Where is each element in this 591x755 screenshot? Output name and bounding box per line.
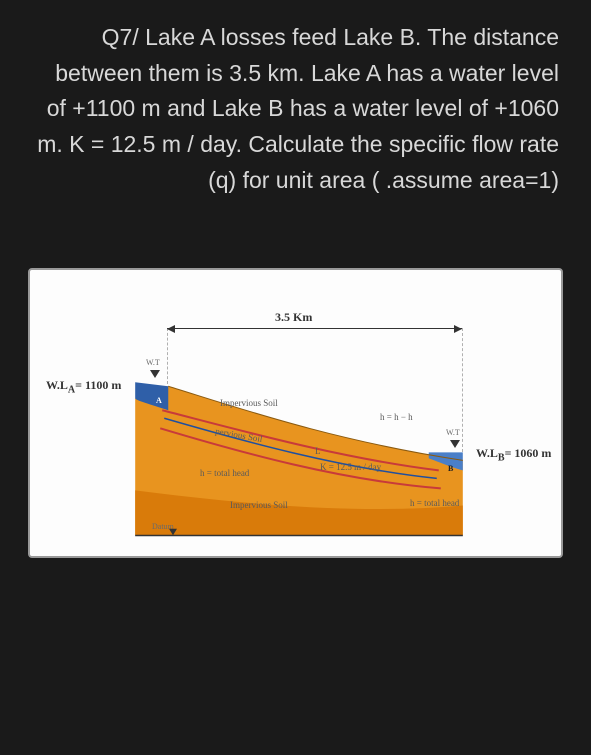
dim-dash-right bbox=[462, 328, 463, 452]
dim-dash-left bbox=[167, 328, 168, 384]
wlb-val: = 1060 m bbox=[505, 446, 552, 460]
wt-b-icon bbox=[450, 440, 460, 448]
wla-label: W.LA= 1100 m bbox=[46, 378, 121, 395]
wlb-prefix: W.L bbox=[476, 446, 498, 460]
wlb-label: W.LB= 1060 m bbox=[476, 446, 551, 463]
point-a: A bbox=[156, 396, 162, 405]
hb-total: h = total head bbox=[410, 498, 459, 508]
diagram-inner: 3.5 Km W.LA= 1100 m W.LB= 1060 m W.T W.T… bbox=[30, 270, 561, 556]
l-label: L bbox=[315, 446, 321, 456]
distance-label: 3.5 Km bbox=[275, 310, 312, 325]
page: Q7/ Lake A losses feed Lake B. The dista… bbox=[0, 0, 591, 755]
wlb-sub: B bbox=[498, 453, 505, 464]
question-text: Q7/ Lake A losses feed Lake B. The dista… bbox=[28, 20, 563, 198]
point-b: B bbox=[448, 464, 453, 473]
k-label: K = 12.5 m / day bbox=[320, 462, 381, 472]
wla-prefix: W.L bbox=[46, 378, 68, 392]
cross-section-diagram: 3.5 Km W.LA= 1100 m W.LB= 1060 m W.T W.T… bbox=[28, 268, 563, 558]
wt-a-text: W.T bbox=[146, 358, 160, 367]
wt-a-icon bbox=[150, 370, 160, 378]
wla-val: = 1100 m bbox=[75, 378, 121, 392]
datum-icon bbox=[169, 529, 177, 535]
imp-soil-bot: Impervious Soil bbox=[230, 500, 288, 510]
ha-total: h = total head bbox=[200, 468, 249, 478]
wt-b-text: W.T bbox=[446, 428, 460, 437]
h-eq: h = h − h bbox=[380, 412, 413, 422]
distance-dimension bbox=[167, 328, 462, 329]
imp-soil-top: Impervious Soil bbox=[220, 398, 278, 408]
